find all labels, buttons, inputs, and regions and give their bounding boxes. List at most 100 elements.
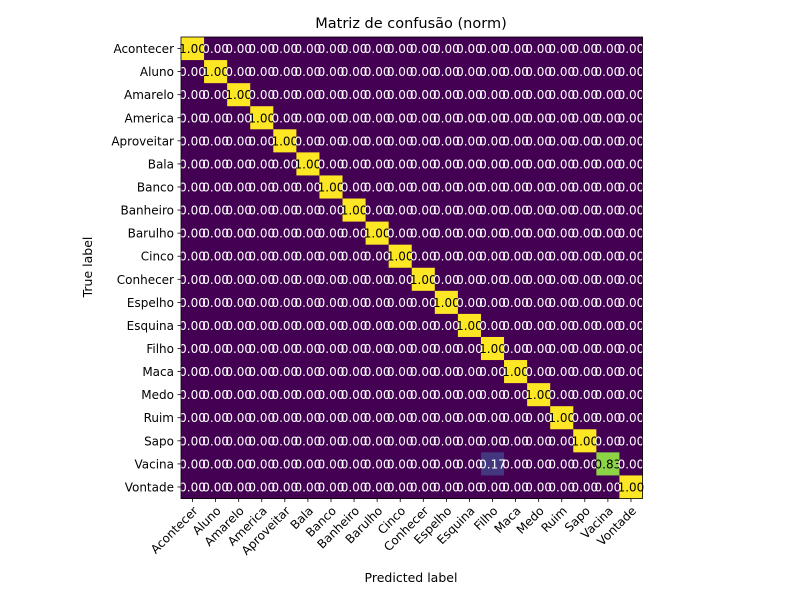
heatmap-cell [573, 37, 597, 61]
heatmap-cell [411, 221, 436, 246]
heatmap-cell-label: 0.00 [456, 134, 483, 148]
y-tick-label: Ruim [144, 411, 174, 425]
heatmap-cell-label: 0.00 [225, 134, 252, 148]
heatmap-cell-label: 0.00 [595, 365, 622, 379]
heatmap-cell [596, 60, 620, 84]
heatmap-cell-label: 0.00 [571, 111, 598, 125]
heatmap-cell-label: 0.00 [179, 88, 206, 102]
heatmap-cell-label: 0.00 [433, 134, 460, 148]
heatmap-cell [411, 406, 436, 430]
heatmap-cell [527, 383, 551, 407]
heatmap-cell-label: 0.00 [318, 319, 345, 333]
heatmap-cell-label: 0.00 [271, 273, 298, 287]
heatmap-cell-label: 0.00 [341, 227, 368, 241]
heatmap-cell-label: 0.00 [571, 88, 598, 102]
heatmap-cell-label: 0.00 [295, 342, 322, 356]
heatmap-cell-label: 0.00 [271, 157, 298, 171]
heatmap-cell [550, 267, 574, 292]
heatmap-cell [342, 360, 366, 384]
heatmap-cell-label: 0.00 [456, 111, 483, 125]
heatmap-cell-label: 0.00 [202, 42, 229, 56]
heatmap-cell [181, 383, 205, 407]
heatmap-cell-label: 0.00 [179, 365, 206, 379]
heatmap-cell [250, 313, 274, 338]
heatmap-cell [204, 37, 228, 61]
heatmap-cell-label: 0.00 [548, 250, 575, 264]
heatmap-cell-label: 1.00 [202, 65, 229, 79]
heatmap-cell-label: 1.00 [225, 88, 252, 102]
heatmap-cell [227, 221, 251, 246]
heatmap-cell-label: 0.00 [341, 65, 368, 79]
heatmap-cell [273, 60, 297, 84]
heatmap-cell-label: 0.00 [295, 365, 322, 379]
heatmap-cell [434, 267, 459, 292]
heatmap-cell [273, 429, 297, 453]
heatmap-cell-label: 0.00 [548, 134, 575, 148]
heatmap-cell [319, 175, 343, 199]
heatmap-cell [573, 198, 597, 222]
heatmap-cell [504, 83, 528, 107]
heatmap-cell-label: 0.00 [248, 42, 275, 56]
heatmap-cell [504, 198, 528, 222]
heatmap-cell [573, 383, 597, 407]
heatmap-cell-label: 0.00 [548, 180, 575, 194]
heatmap-cell-label: 0.00 [525, 457, 552, 471]
heatmap-cell [527, 452, 551, 476]
heatmap-cell-label: 0.00 [364, 411, 391, 425]
heatmap-cell [296, 175, 320, 199]
heatmap-cell [504, 429, 528, 453]
heatmap-cell [504, 175, 528, 199]
heatmap-cell-label: 0.00 [456, 250, 483, 264]
heatmap-cell-label: 0.00 [479, 227, 506, 241]
heatmap-cell-label: 0.00 [248, 434, 275, 448]
heatmap-cell [619, 429, 643, 453]
heatmap-cell [411, 198, 436, 222]
heatmap-cell-label: 0.00 [479, 388, 506, 402]
heatmap-cell [527, 429, 551, 453]
heatmap-cell [365, 198, 390, 222]
heatmap-cell [527, 129, 551, 153]
heatmap-cell-label: 0.00 [595, 480, 622, 494]
heatmap-cell [365, 37, 390, 61]
heatmap-cell [504, 336, 528, 361]
heatmap-cell-label: 0.00 [618, 88, 645, 102]
heatmap-cell-label: 0.00 [571, 42, 598, 56]
heatmap-cell-label: 0.00 [248, 157, 275, 171]
heatmap-cell-label: 1.00 [341, 204, 368, 218]
heatmap-cell [504, 37, 528, 61]
heatmap-cell-label: 0.00 [618, 388, 645, 402]
heatmap-cell-label: 0.00 [364, 273, 391, 287]
heatmap-cell-label: 0.00 [202, 365, 229, 379]
heatmap-cell-label: 0.00 [341, 250, 368, 264]
heatmap-cell-label: 0.00 [595, 319, 622, 333]
heatmap-cell [227, 452, 251, 476]
heatmap-cell [273, 221, 297, 246]
heatmap-cell [411, 429, 436, 453]
heatmap-cell-label: 0.00 [295, 273, 322, 287]
heatmap-cell [550, 83, 574, 107]
heatmap-cell [204, 406, 228, 430]
heatmap-cell-label: 0.00 [571, 65, 598, 79]
heatmap-cell-label: 0.00 [341, 411, 368, 425]
heatmap-cell-label: 0.00 [364, 180, 391, 194]
heatmap-cell [342, 83, 366, 107]
heatmap-cell-label: 0.00 [318, 134, 345, 148]
heatmap-cell [342, 383, 366, 407]
heatmap-cell [457, 37, 482, 61]
heatmap-cell-label: 0.00 [502, 88, 529, 102]
y-tick-label: Banco [137, 180, 174, 194]
heatmap-cell [550, 175, 574, 199]
heatmap-cell-label: 0.00 [410, 434, 437, 448]
heatmap-cell-label: 0.00 [341, 180, 368, 194]
heatmap-cell [250, 406, 274, 430]
heatmap-cell-label: 0.00 [179, 273, 206, 287]
heatmap-cell-label: 0.00 [479, 65, 506, 79]
heatmap-cell-label: 0.00 [571, 180, 598, 194]
heatmap-cell-label: 0.00 [595, 434, 622, 448]
heatmap-cell [250, 221, 274, 246]
heatmap-cell [204, 244, 228, 269]
heatmap-cell [365, 129, 390, 153]
y-tick-label: Conhecer [117, 273, 174, 287]
heatmap-cell-label: 0.00 [618, 111, 645, 125]
heatmap-cell [573, 429, 597, 453]
